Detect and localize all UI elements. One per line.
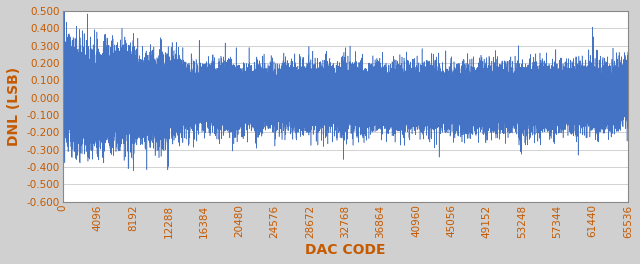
Y-axis label: DNL (LSB): DNL (LSB) [7, 67, 21, 146]
X-axis label: DAC CODE: DAC CODE [305, 243, 385, 257]
